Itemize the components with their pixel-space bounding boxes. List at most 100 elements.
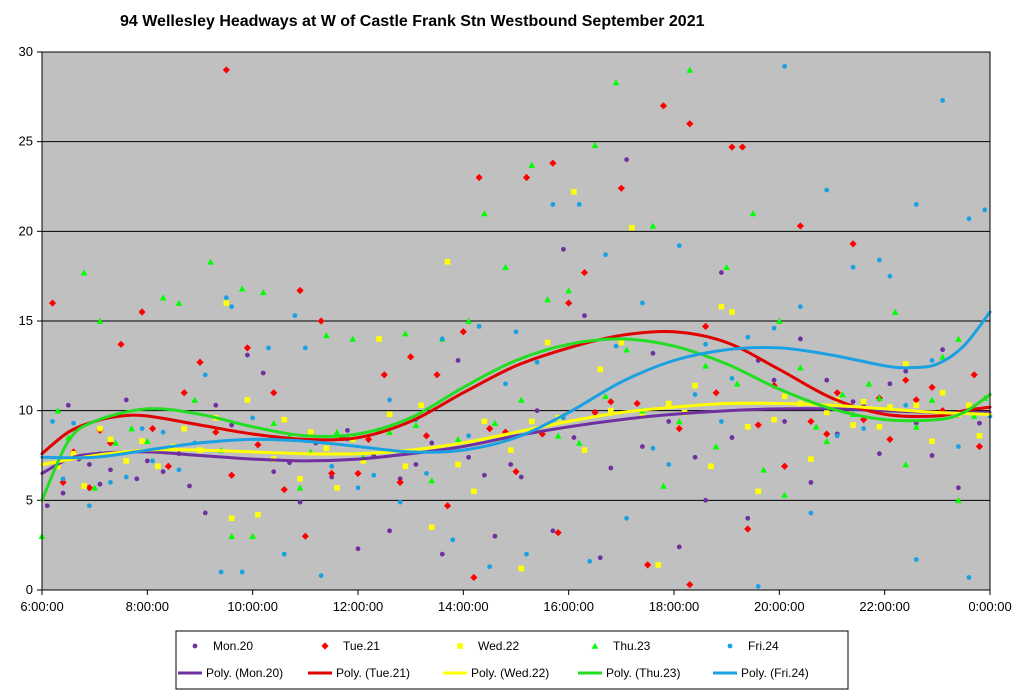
data-point-mon-20 [97, 481, 103, 487]
data-point-mon-20 [624, 157, 629, 163]
series-mon-20 [44, 157, 982, 561]
data-point-tue-21 [59, 478, 67, 486]
data-point-tue-21 [902, 376, 910, 384]
data-point-thu-23 [128, 425, 135, 432]
data-point-thu-23 [760, 466, 767, 473]
data-point-mon-20 [455, 358, 461, 363]
data-point-wed-22 [428, 524, 435, 531]
y-axis: 0 5 10 15 20 25 30 [19, 44, 42, 597]
data-point-mon-20 [582, 313, 587, 319]
data-point-mon-20 [44, 503, 50, 509]
data-point-tue-21 [644, 561, 652, 569]
data-point-wed-22 [297, 476, 303, 482]
data-point-tue-21 [928, 383, 936, 391]
data-point-thu-23 [591, 141, 599, 149]
data-point-wed-22 [618, 339, 625, 346]
data-point-tue-21 [296, 286, 304, 295]
data-point-mon-20 [439, 551, 445, 557]
data-point-wed-22 [976, 432, 983, 439]
data-point-wed-22 [718, 303, 725, 310]
data-point-wed-22 [692, 382, 698, 389]
data-point-wed-22 [155, 463, 161, 470]
legend-marker-thu-23 [591, 642, 599, 649]
data-point-fri-24 [50, 419, 55, 424]
data-point-mon-20 [887, 381, 893, 387]
data-point-thu-23 [928, 396, 936, 403]
data-point-thu-23 [249, 532, 256, 540]
data-point-fri-24 [476, 323, 482, 329]
legend-label-poly-mon-20: Poly. (Mon.20) [206, 666, 283, 680]
data-point-mon-20 [60, 490, 66, 496]
data-point-thu-23 [259, 289, 267, 296]
data-point-tue-21 [702, 322, 710, 330]
data-point-fri-24 [824, 187, 830, 193]
data-point-tue-21 [164, 462, 172, 470]
data-point-wed-22 [929, 438, 935, 444]
data-point-mon-20 [719, 270, 724, 275]
data-point-thu-23 [323, 332, 330, 339]
data-point-wed-22 [939, 389, 946, 396]
data-point-mon-20 [692, 454, 698, 460]
trendline-poly-thu-23 [40, 337, 992, 502]
data-point-tue-21 [422, 432, 431, 440]
data-point-tue-21 [849, 240, 857, 248]
data-point-tue-21 [607, 398, 615, 406]
data-point-mon-20 [877, 451, 882, 457]
data-point-tue-21 [48, 299, 57, 307]
data-point-fri-24 [624, 515, 629, 521]
series-thu-23 [38, 66, 989, 540]
data-point-wed-22 [902, 361, 909, 367]
data-point-fri-24 [834, 433, 840, 439]
data-point-wed-22 [518, 565, 525, 572]
data-point-tue-21 [280, 485, 288, 494]
legend-label-thu-23: Thu.23 [613, 639, 651, 653]
data-point-mon-20 [413, 462, 419, 467]
data-point-wed-22 [629, 224, 635, 231]
data-point-mon-20 [345, 427, 350, 433]
data-point-wed-22 [876, 424, 883, 430]
data-point-mon-20 [518, 474, 524, 480]
data-point-thu-23 [876, 394, 883, 401]
data-point-mon-20 [144, 458, 150, 464]
data-point-fri-24 [397, 499, 403, 505]
data-point-fri-24 [613, 343, 619, 349]
data-point-tue-21 [243, 344, 251, 352]
data-point-mon-20 [561, 246, 566, 252]
legend-label-fri-24: Fri.24 [748, 639, 779, 653]
data-point-tue-21 [549, 159, 557, 167]
data-point-fri-24 [887, 273, 893, 279]
data-point-mon-20 [597, 555, 603, 561]
data-point-mon-20 [65, 402, 71, 408]
data-point-fri-24 [108, 480, 113, 485]
data-point-thu-23 [465, 317, 472, 324]
data-point-fri-24 [160, 429, 166, 435]
data-point-wed-22 [571, 189, 577, 195]
data-point-mon-20 [123, 397, 129, 403]
data-point-tue-21 [807, 417, 815, 426]
data-point-tue-21 [512, 468, 520, 476]
data-point-fri-24 [281, 551, 287, 557]
data-point-fri-24 [223, 295, 229, 301]
data-point-thu-23 [565, 287, 572, 294]
data-point-wed-22 [334, 484, 340, 491]
data-point-wed-22 [455, 461, 461, 468]
data-point-thu-23 [238, 285, 246, 292]
data-point-mon-20 [729, 435, 735, 440]
legend-label-poly-wed-22: Poly. (Wed.22) [471, 666, 549, 680]
data-point-fri-24 [877, 257, 882, 263]
y-tick-label: 10 [19, 403, 33, 418]
data-point-mon-20 [466, 454, 471, 460]
data-point-tue-21 [443, 502, 452, 510]
data-point-fri-24 [576, 202, 582, 207]
data-point-thu-23 [528, 161, 536, 168]
legend-marker-fri-24 [727, 643, 733, 649]
data-point-wed-22 [808, 456, 814, 462]
data-point-tue-21 [301, 532, 309, 540]
data-point-fri-24 [903, 402, 909, 408]
data-point-wed-22 [81, 483, 87, 489]
data-point-thu-23 [175, 299, 183, 306]
data-point-thu-23 [781, 491, 788, 498]
data-point-tue-21 [712, 389, 720, 397]
data-point-thu-23 [349, 335, 357, 342]
data-point-tue-21 [833, 389, 841, 397]
